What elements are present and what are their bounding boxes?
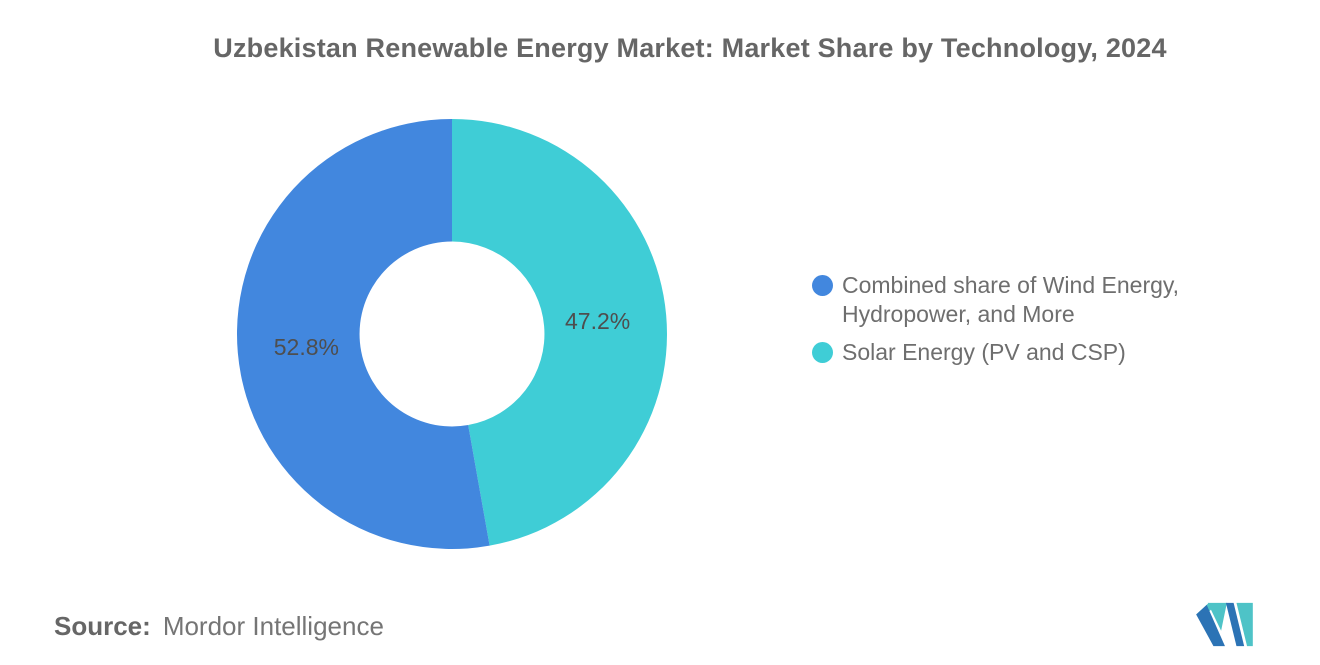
legend-item-combined: Combined share of Wind Energy, Hydropowe… <box>812 271 1214 329</box>
logo-teal-block <box>1236 602 1253 647</box>
legend-swatch-circle <box>812 342 833 363</box>
logo-blue-band-left <box>1196 604 1225 647</box>
legend-swatch-teal-icon <box>812 342 833 363</box>
legend: Combined share of Wind Energy, Hydropowe… <box>812 271 1214 367</box>
legend-item-solar: Solar Energy (PV and CSP) <box>812 338 1214 367</box>
donut-slice-0 <box>452 119 667 546</box>
chart-title: Uzbekistan Renewable Energy Market: Mark… <box>213 33 1167 63</box>
slice-label-0: 47.2% <box>565 308 630 334</box>
source-label: Source: <box>54 611 151 641</box>
donut-chart: 47.2% 52.8% <box>236 119 667 549</box>
source-line: Source: Mordor Intelligence <box>54 611 384 642</box>
donut-slice-1 <box>236 119 490 549</box>
legend-label-combined: Combined share of Wind Energy, Hydropowe… <box>842 272 1180 327</box>
legend-swatch-circle <box>812 275 833 296</box>
legend-swatch-blue-icon <box>812 275 833 296</box>
logo-blue-band-right <box>1225 602 1245 647</box>
source-value: Mordor Intelligence <box>162 611 384 641</box>
logo-teal-triangle <box>1207 602 1227 631</box>
slice-label-1: 52.8% <box>274 334 339 360</box>
legend-label-solar: Solar Energy (PV and CSP) <box>842 339 1126 365</box>
mordor-intelligence-logo <box>1196 602 1253 647</box>
